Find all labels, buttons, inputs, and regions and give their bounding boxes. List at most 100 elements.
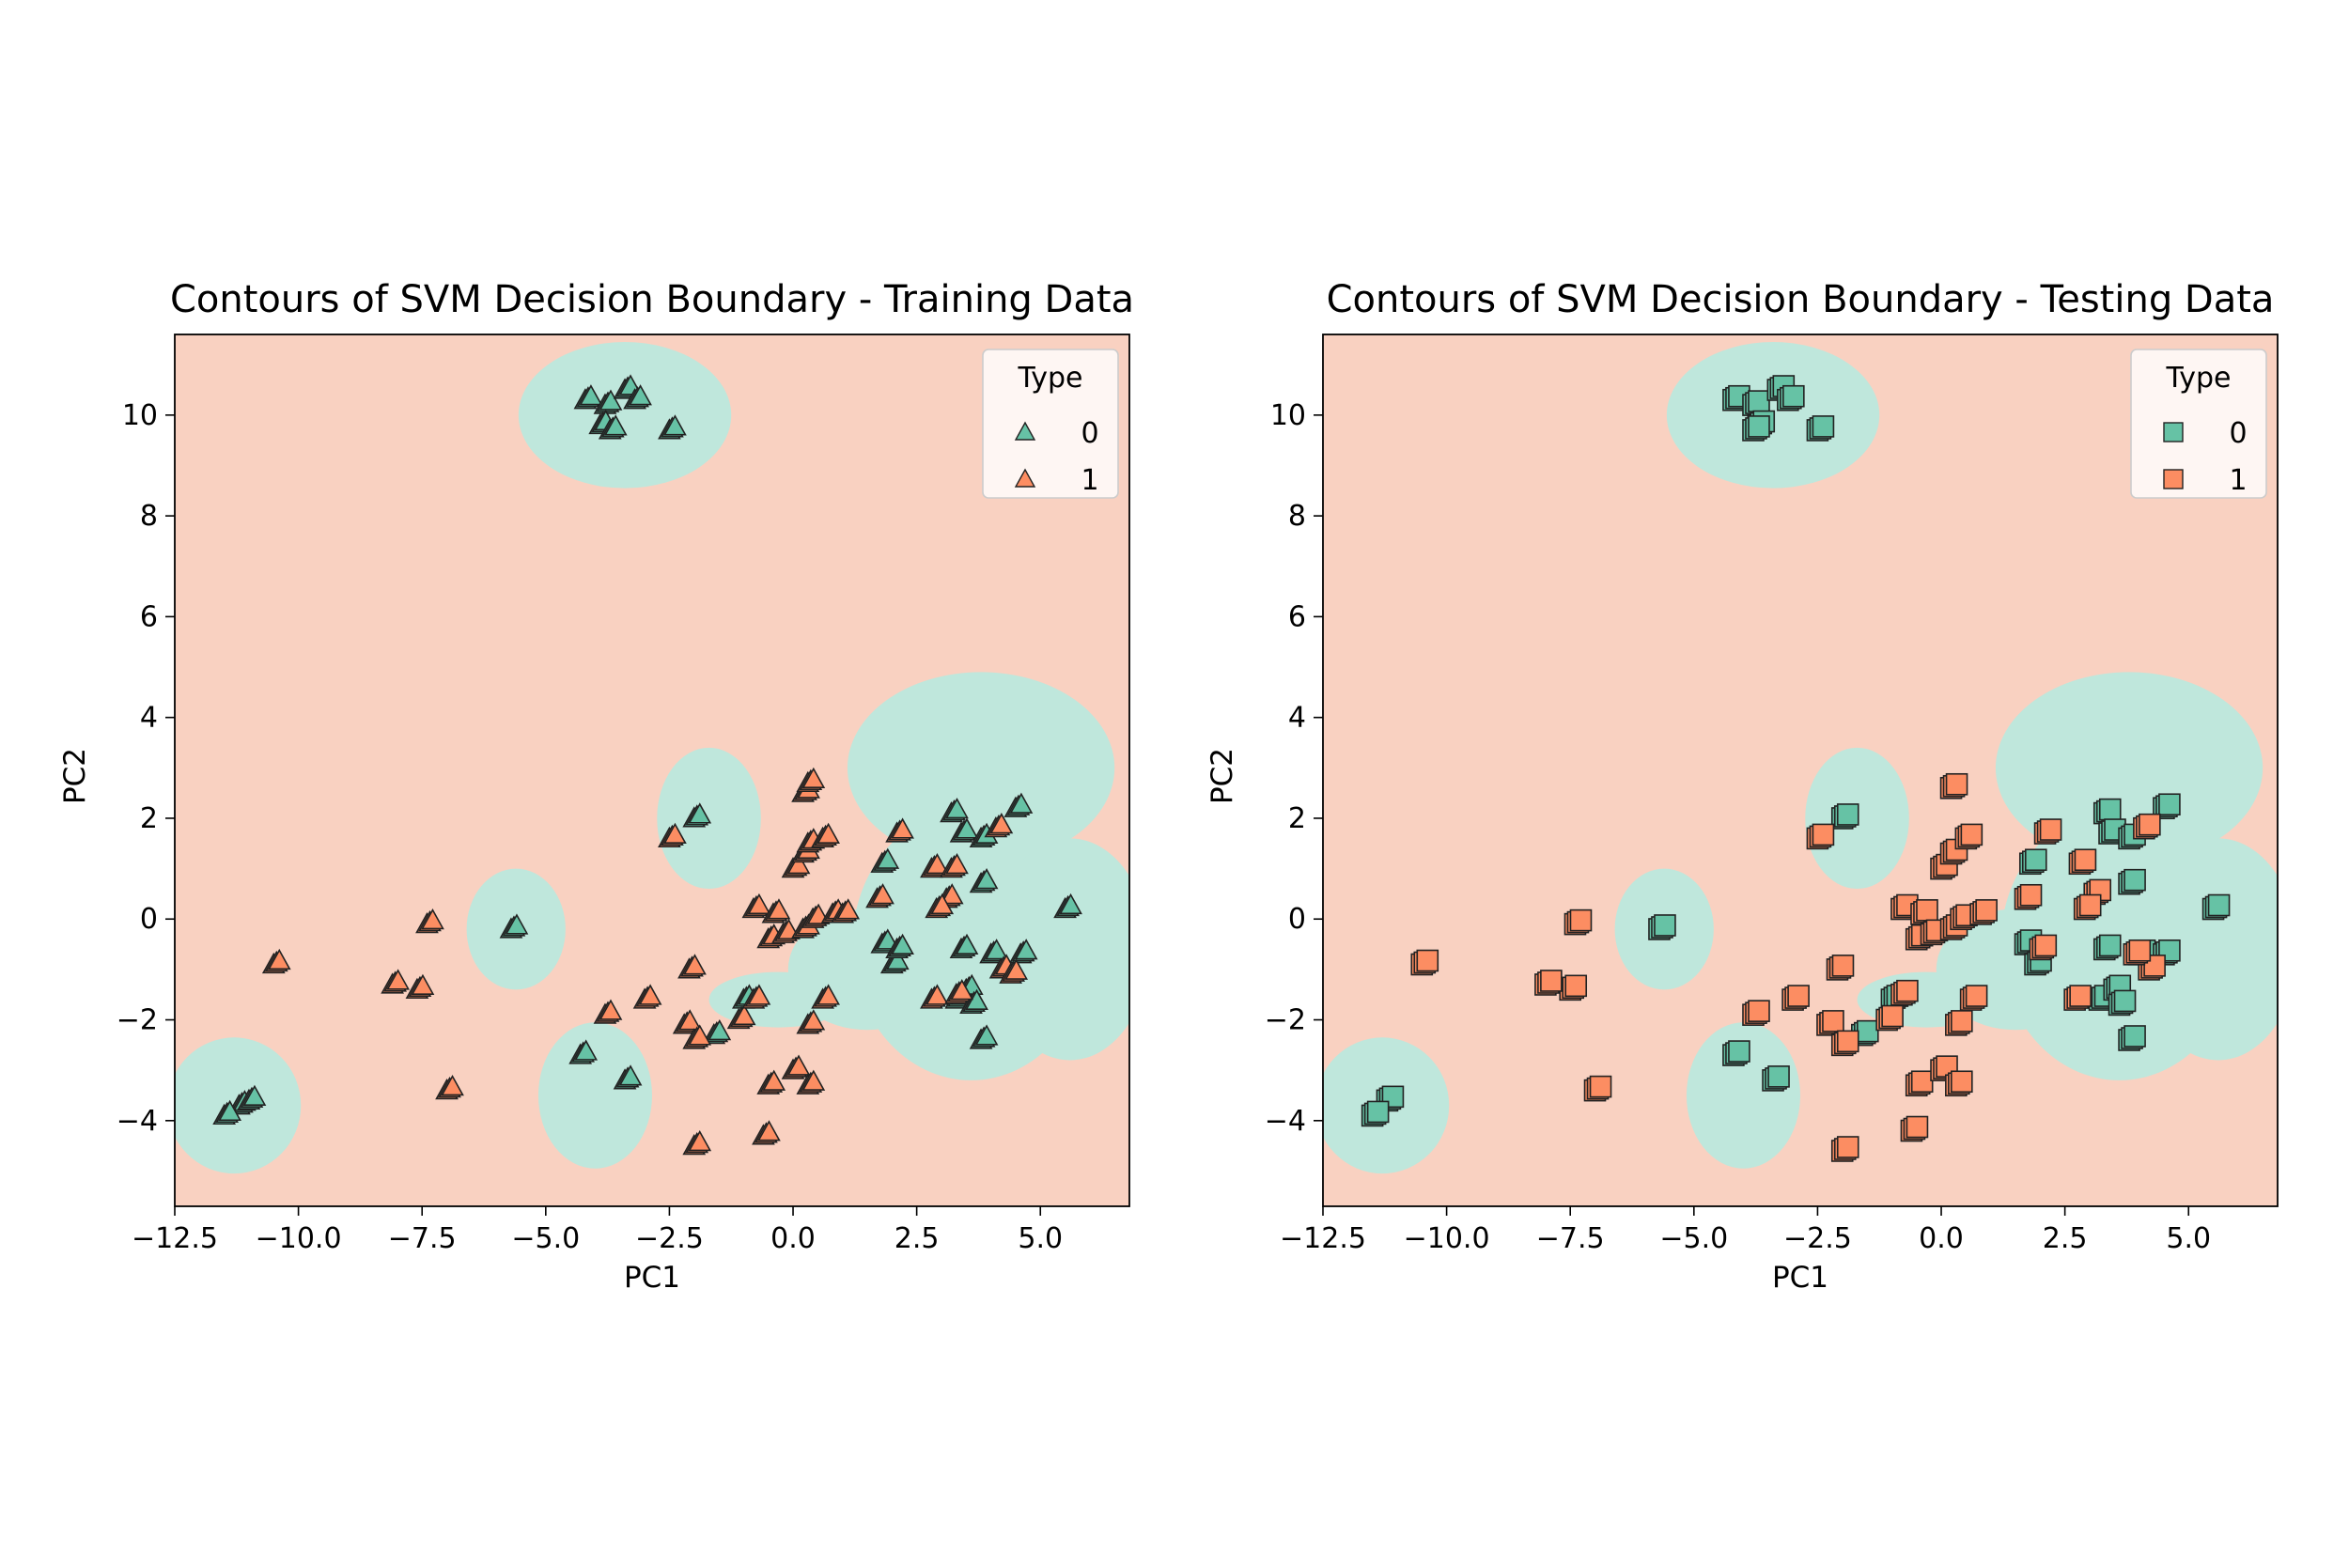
data-point-class-1 bbox=[1906, 1115, 1929, 1139]
data-point-class-1 bbox=[945, 852, 969, 875]
data-point-class-0 bbox=[1009, 792, 1034, 814]
data-point-class-1 bbox=[801, 1009, 826, 1031]
data-point-class-0 bbox=[218, 1099, 242, 1122]
data-point-class-0 bbox=[1857, 1019, 1879, 1043]
data-point-class-1 bbox=[817, 822, 840, 845]
data-point-class-1 bbox=[801, 767, 826, 789]
data-point-class-1 bbox=[930, 893, 955, 915]
data-point-class-1 bbox=[757, 1120, 781, 1141]
data-point-class-1 bbox=[762, 1069, 786, 1091]
legend-label-class-0: 0 bbox=[1081, 417, 1098, 450]
decision-regions-class-0 bbox=[1323, 342, 2278, 1174]
data-point-class-0 bbox=[876, 847, 900, 869]
data-point-class-1 bbox=[688, 1024, 712, 1046]
data-point-class-1 bbox=[836, 898, 861, 920]
data-point-class-1 bbox=[1975, 899, 1998, 922]
data-point-class-0 bbox=[2158, 793, 2181, 816]
data-point-class-0 bbox=[1767, 1065, 1790, 1088]
data-point-class-1 bbox=[786, 852, 811, 875]
legend-title: Type bbox=[2166, 362, 2232, 395]
y-tick-label: 4 bbox=[1288, 702, 1306, 735]
y-tick-label: 10 bbox=[1270, 399, 1306, 432]
y-tick-label: −2 bbox=[1265, 1004, 1306, 1037]
data-point-class-1 bbox=[786, 1054, 811, 1076]
decision-region-blob bbox=[537, 1022, 652, 1169]
decision-region-blob bbox=[1995, 672, 2263, 864]
legend-marker-class-1 bbox=[1014, 468, 1036, 488]
data-point-class-1 bbox=[599, 999, 623, 1020]
testing-chart: Contours of SVM Decision Boundary - Test… bbox=[1206, 278, 2279, 1295]
data-point-class-1 bbox=[1564, 974, 1588, 998]
series-0 bbox=[212, 374, 1082, 1126]
x-tick-label: −12.5 bbox=[132, 1222, 218, 1255]
data-point-class-1 bbox=[441, 1074, 464, 1096]
legend-label-class-0: 0 bbox=[2229, 417, 2247, 450]
data-point-class-1 bbox=[1916, 899, 1938, 922]
legend-marker-class-1 bbox=[2163, 469, 2184, 489]
decision-region-blob bbox=[1686, 1022, 1801, 1169]
decision-region-blob bbox=[990, 838, 1129, 1061]
data-point-class-1 bbox=[801, 1069, 826, 1091]
data-point-class-1 bbox=[421, 908, 444, 930]
data-point-class-0 bbox=[974, 1024, 999, 1046]
data-point-class-1 bbox=[1004, 958, 1029, 980]
data-point-class-0 bbox=[708, 1018, 732, 1041]
x-tick-label: −10.0 bbox=[256, 1222, 342, 1255]
data-point-class-0 bbox=[2207, 893, 2231, 917]
data-point-class-1 bbox=[2139, 813, 2161, 836]
y-tick-label: 0 bbox=[1288, 903, 1306, 936]
x-tick-label: 5.0 bbox=[1018, 1222, 1063, 1255]
data-point-class-0 bbox=[955, 933, 979, 955]
testing-x-axis-label: PC1 bbox=[1772, 1261, 1828, 1295]
legend-marker-class-0 bbox=[1014, 421, 1036, 441]
data-point-class-1 bbox=[1951, 1010, 1973, 1032]
data-point-class-1 bbox=[926, 852, 949, 875]
legend-label-class-1: 1 bbox=[2229, 464, 2247, 497]
y-tick-label: 4 bbox=[140, 702, 158, 735]
data-point-class-1 bbox=[638, 984, 662, 1005]
data-point-class-1 bbox=[2069, 985, 2092, 1007]
data-point-class-1 bbox=[1881, 1004, 1904, 1028]
data-point-class-1 bbox=[386, 969, 410, 990]
data-point-class-1 bbox=[747, 984, 771, 1005]
testing-y-axis-label: PC2 bbox=[1206, 748, 1239, 804]
data-point-class-1 bbox=[1896, 979, 1919, 1002]
data-point-class-1 bbox=[1960, 823, 1983, 846]
x-tick-label: −7.5 bbox=[388, 1222, 457, 1255]
testing-chart-title: Contours of SVM Decision Boundary - Test… bbox=[1327, 278, 2275, 321]
y-tick-label: −4 bbox=[1265, 1105, 1306, 1138]
data-point-class-1 bbox=[1945, 772, 1968, 796]
data-point-class-1 bbox=[891, 817, 914, 839]
data-point-class-0 bbox=[574, 1039, 599, 1061]
data-point-class-1 bbox=[732, 1003, 756, 1026]
data-point-class-1 bbox=[871, 883, 894, 905]
data-point-class-1 bbox=[1812, 823, 1835, 846]
data-point-class-0 bbox=[663, 414, 687, 436]
data-point-class-0 bbox=[1812, 415, 1835, 438]
legend: Type 0 1 bbox=[982, 349, 1119, 499]
data-point-class-1 bbox=[688, 1129, 712, 1152]
plot-frame bbox=[1322, 334, 2279, 1207]
data-point-class-0 bbox=[629, 384, 652, 406]
y-tick-label: −4 bbox=[117, 1105, 158, 1138]
data-point-class-0 bbox=[2098, 934, 2122, 957]
data-point-class-1 bbox=[989, 813, 1014, 834]
data-point-class-0 bbox=[2113, 989, 2137, 1013]
y-tick-label: 2 bbox=[140, 802, 158, 835]
data-point-class-1 bbox=[2034, 934, 2058, 957]
legend-title: Type bbox=[1018, 362, 1083, 395]
x-tick-label: −2.5 bbox=[635, 1222, 704, 1255]
decision-region-blob bbox=[847, 672, 1115, 864]
data-point-class-0 bbox=[1059, 893, 1082, 915]
legend-marker-class-0 bbox=[2163, 422, 2184, 442]
x-tick-label: −2.5 bbox=[1783, 1222, 1852, 1255]
data-point-class-0 bbox=[1014, 939, 1038, 960]
data-point-class-1 bbox=[267, 948, 291, 970]
data-point-class-1 bbox=[2078, 893, 2102, 917]
data-point-class-1 bbox=[1416, 949, 1439, 972]
data-point-class-1 bbox=[1831, 955, 1855, 977]
decision-region-blob bbox=[518, 342, 732, 489]
data-point-class-1 bbox=[950, 979, 974, 1001]
data-point-class-0 bbox=[242, 1084, 267, 1106]
data-point-class-0 bbox=[1654, 914, 1676, 937]
